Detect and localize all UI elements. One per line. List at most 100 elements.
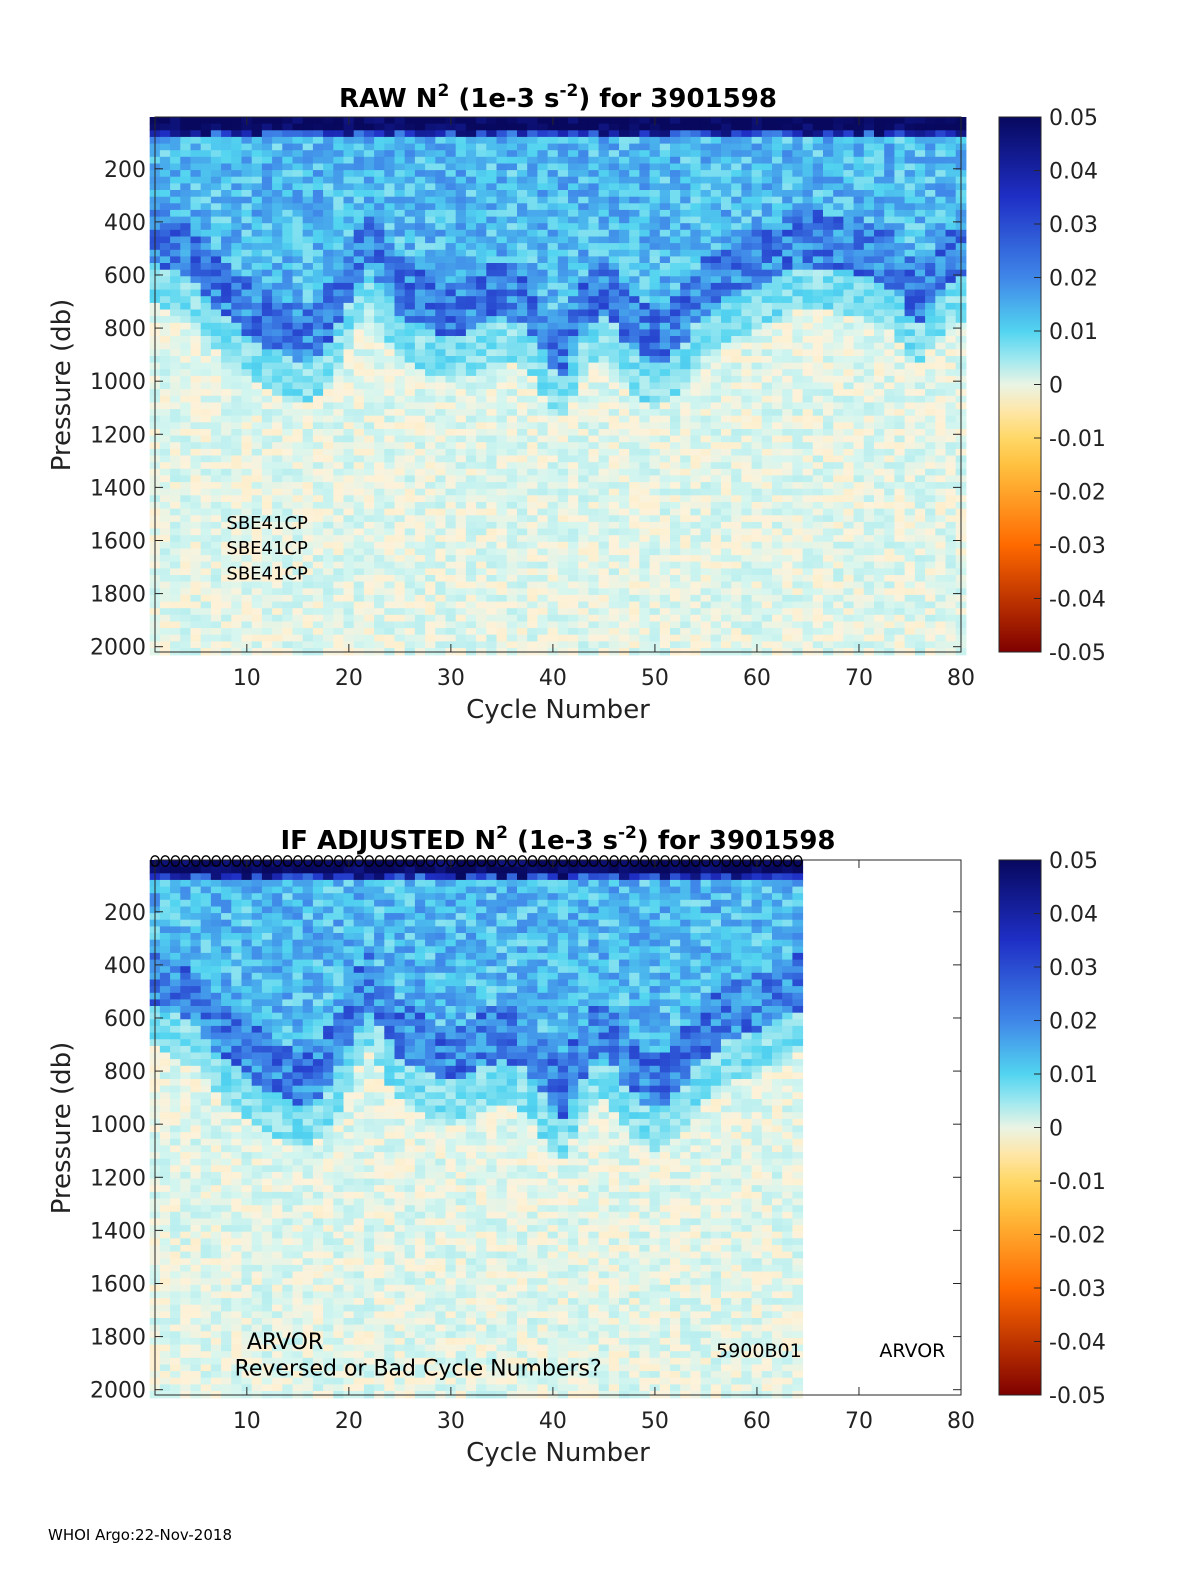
heatmap-cell [537,521,549,530]
heatmap-cell [231,442,242,450]
heatmap-cell [619,375,630,384]
heatmap-cell [578,369,589,377]
heatmap-cell [353,209,365,218]
heatmap-cell [639,236,651,244]
heatmap-cell [772,442,783,450]
heatmap-cell [629,256,640,264]
heatmap-cell [751,289,763,297]
heatmap-cell [639,183,651,191]
heatmap-cell [404,515,416,523]
heatmap-cell [414,455,426,463]
heatmap-cell [333,136,344,145]
raw-n2-panel: RAW N2 (1e-3 s-2) for 3901598 2004006008… [47,81,1106,725]
heatmap-cell [568,223,579,231]
heatmap-cell [476,621,487,629]
heatmap-cell [180,429,191,437]
heatmap-cell [496,289,508,297]
heatmap-cell [629,130,640,138]
heatmap-cell [772,356,783,364]
heatmap-cell [506,495,518,503]
heatmap-cell [486,190,497,198]
heatmap-cell [404,561,416,570]
heatmap-cell [751,634,763,643]
heatmap-cell [312,375,324,384]
heatmap-cell [496,462,508,470]
heatmap-cell [690,342,702,351]
heatmap-cell [496,528,508,536]
heatmap-cell [261,455,273,463]
heatmap-cell [435,548,446,556]
heatmap-cell [557,488,569,497]
heatmap-cell [272,555,283,563]
heatmap-cell [241,448,253,457]
heatmap-cell [231,528,242,536]
heatmap-cell [323,402,334,410]
heatmap-cell [323,282,334,291]
heatmap-cell [404,541,416,550]
heatmap-cell [414,548,426,556]
heatmap-cell [557,641,569,649]
heatmap-cell [578,117,589,125]
heatmap-cell [619,555,630,563]
heatmap-cell [506,349,518,357]
heatmap-cell [414,488,426,497]
heatmap-cell [751,448,763,457]
heatmap-cell [486,349,497,357]
heatmap-cell [547,316,559,324]
heatmap-cell [353,190,365,198]
heatmap-cell [557,402,569,410]
heatmap-cell [761,269,773,278]
heatmap-cell [690,468,702,477]
heatmap-cell [588,475,600,483]
heatmap-cell [486,309,497,317]
heatmap-cell [629,442,640,450]
heatmap-cell [312,442,324,450]
heatmap-cell [159,362,171,370]
heatmap-cell [741,482,753,490]
heatmap-cell [557,621,569,629]
heatmap-cell [333,442,344,450]
heatmap-cell [731,243,742,251]
heatmap-cell [170,448,181,457]
heatmap-cell [578,302,589,311]
heatmap-cell [588,369,600,377]
heatmap-cell [578,608,589,616]
heatmap-cell [761,223,773,231]
heatmap-cell [761,190,773,198]
heatmap-cell [598,302,610,311]
heatmap-cell [394,170,406,178]
heatmap-cell [619,455,630,463]
heatmap-cell [598,502,610,510]
heatmap-cell [496,482,508,490]
heatmap-cell [700,402,712,410]
heatmap-cell [588,342,600,351]
heatmap-cell [547,502,559,510]
heatmap-cell [741,422,753,430]
heatmap-cell [547,515,559,523]
heatmap-cell [710,475,722,483]
heatmap-cell [588,568,600,576]
heatmap-cell [292,163,304,171]
heatmap-cell [465,223,477,231]
heatmap-cell [414,468,426,477]
heatmap-cell [568,382,579,390]
heatmap-cell [251,594,263,603]
heatmap-cell [180,349,191,357]
heatmap-cell [731,130,742,138]
heatmap-cell [210,150,222,158]
heatmap-cell [670,621,681,629]
heatmap-cell [619,203,630,211]
heatmap-cell [210,136,222,145]
heatmap-cell [159,375,171,384]
heatmap-cell [710,209,722,218]
heatmap-cell [333,468,344,477]
heatmap-cell [506,316,518,324]
heatmap-cell [547,608,559,616]
heatmap-cell [761,123,773,131]
heatmap-cell [333,415,344,424]
heatmap-cell [190,362,202,370]
heatmap-cell [476,236,487,244]
heatmap-cell [190,282,202,291]
heatmap-cell [741,382,753,390]
heatmap-cell [333,369,344,377]
